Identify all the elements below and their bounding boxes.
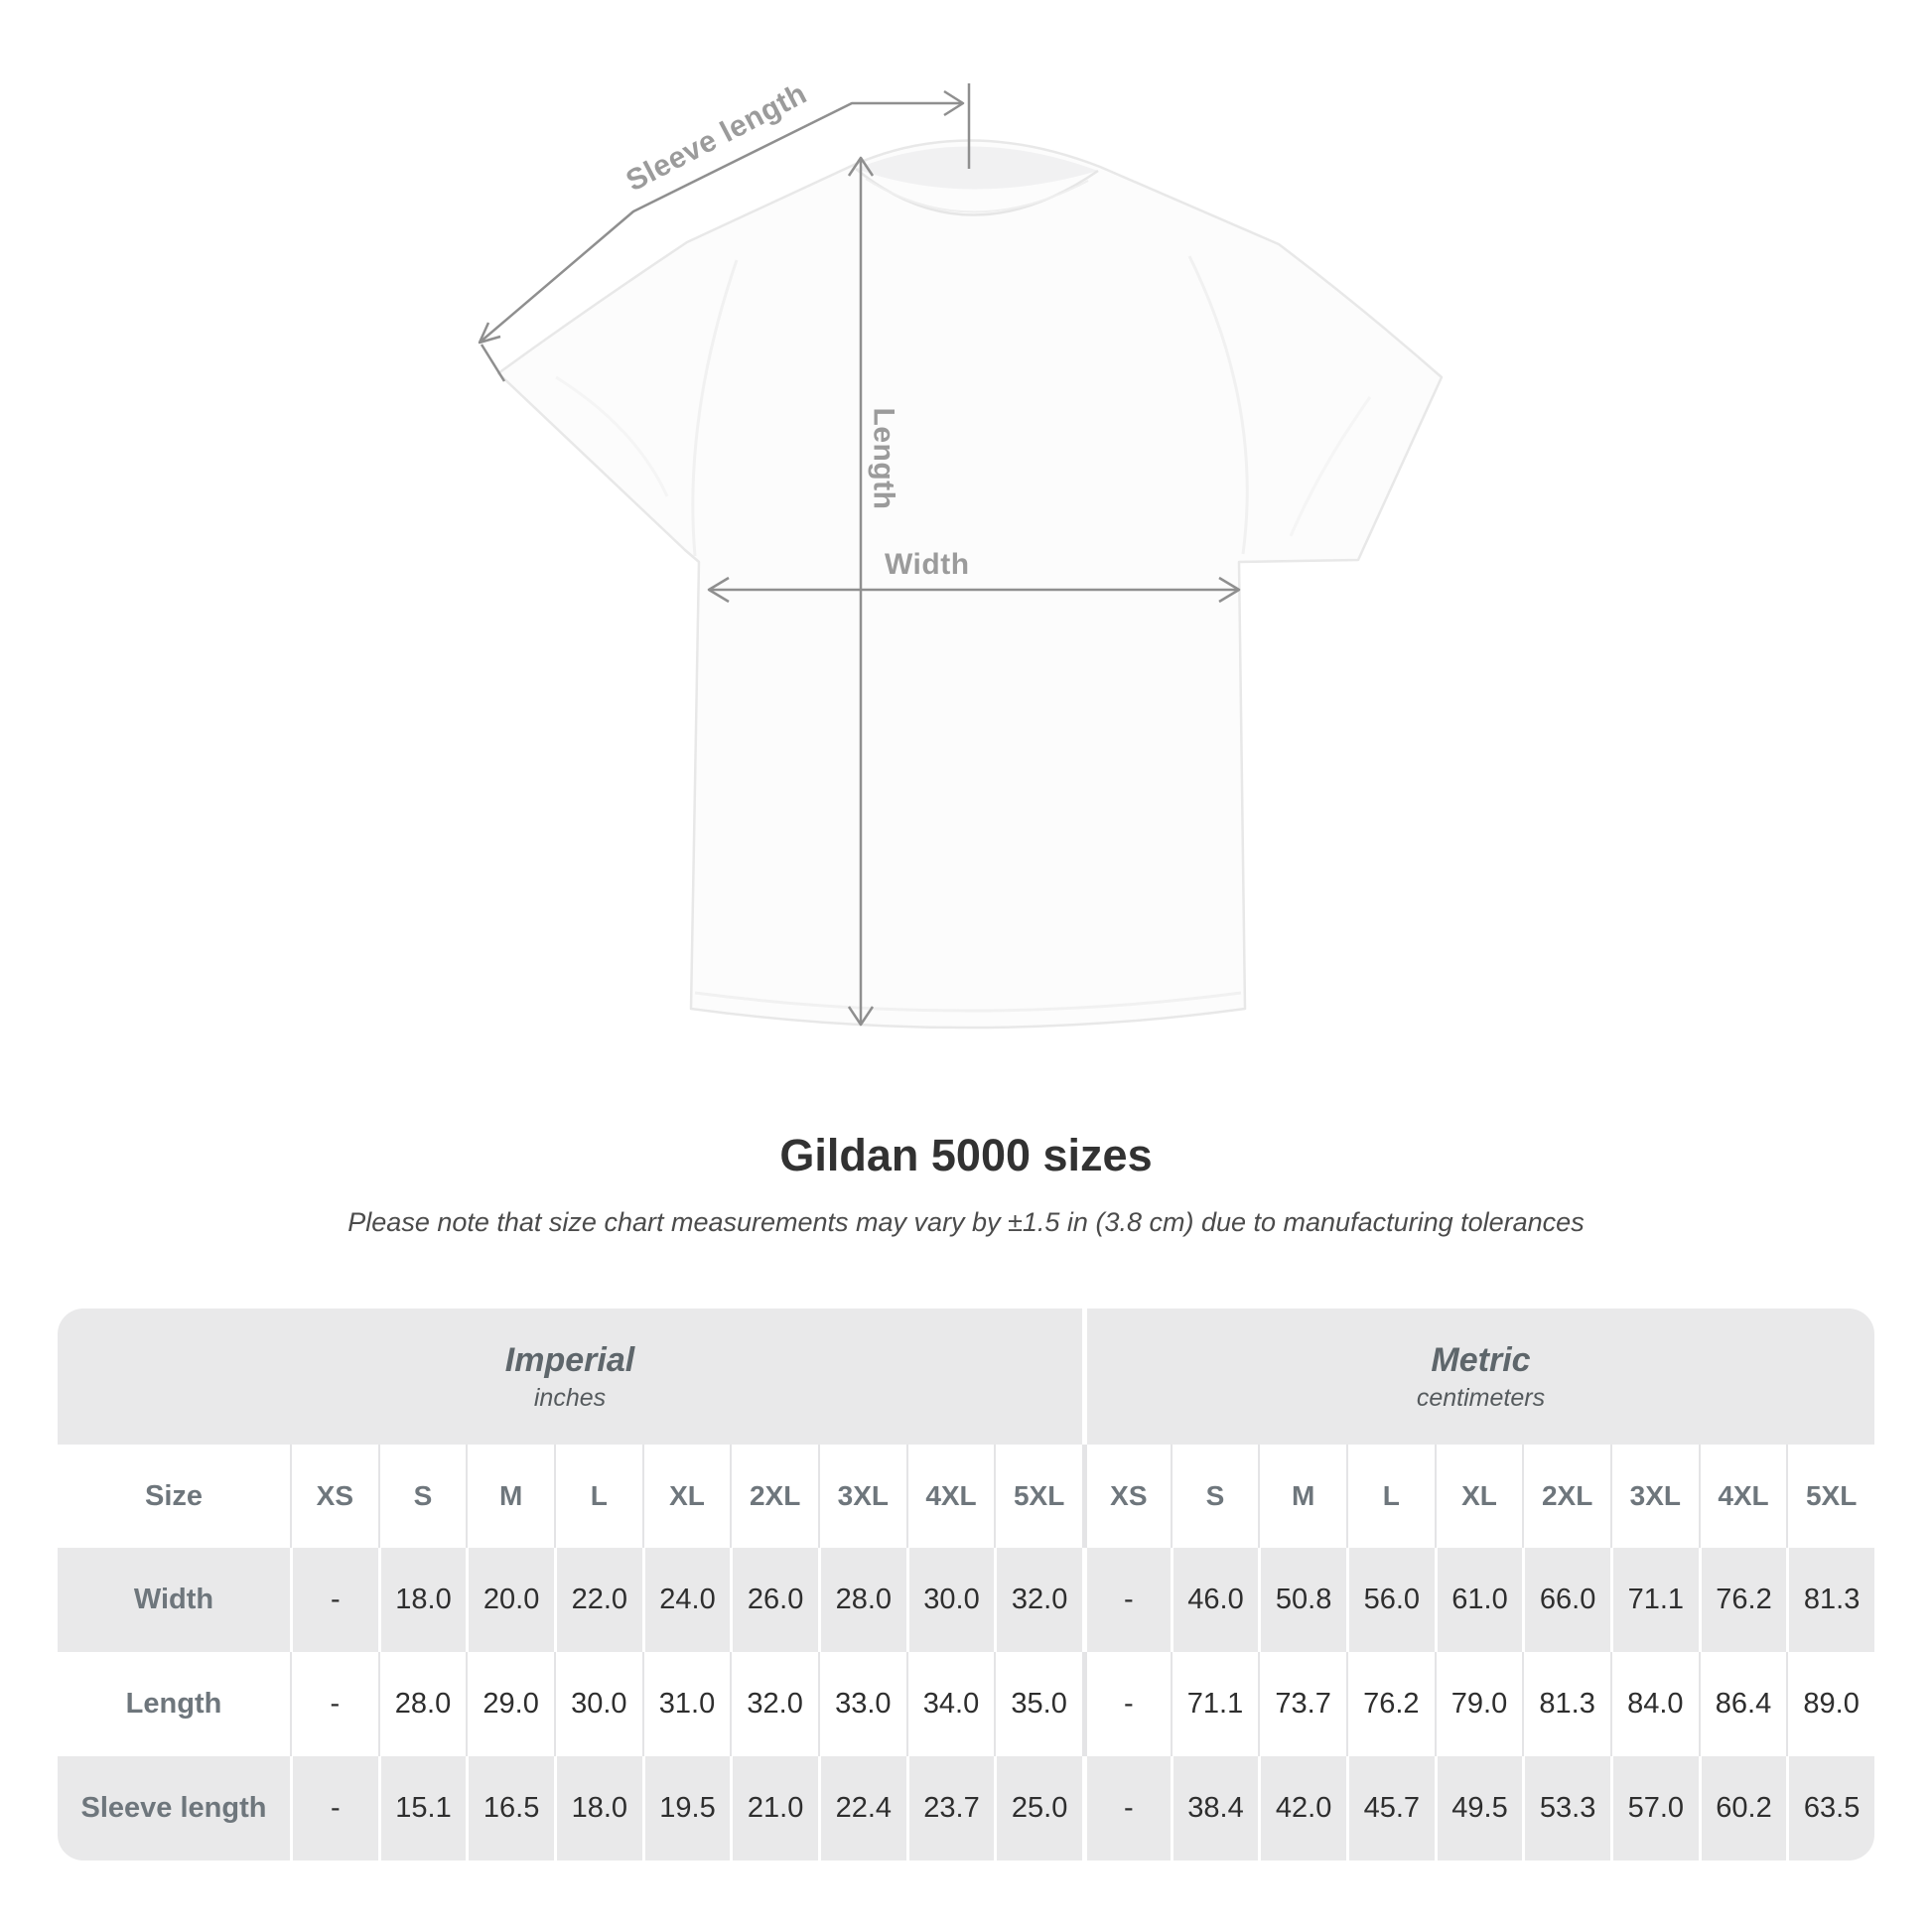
tshirt-diagram bbox=[478, 83, 1444, 1030]
measurement-lines bbox=[478, 83, 1241, 1027]
value-cell-imperial: 35.0 bbox=[994, 1652, 1082, 1756]
value-cell-imperial: - bbox=[290, 1548, 378, 1652]
value-cell-metric: 71.1 bbox=[1170, 1652, 1259, 1756]
value-cell-metric: 73.7 bbox=[1258, 1652, 1346, 1756]
row-label: Sleeve length bbox=[58, 1756, 290, 1861]
unit-group-metric: Metric centimeters bbox=[1081, 1309, 1874, 1445]
value-cell-metric: - bbox=[1081, 1548, 1171, 1652]
length-dimension-label: Length bbox=[867, 407, 900, 510]
value-cell-metric: 49.5 bbox=[1434, 1756, 1523, 1861]
unit-group-imperial: Imperial inches bbox=[58, 1309, 1082, 1445]
value-cell-metric: 60.2 bbox=[1698, 1756, 1787, 1861]
size-header-imperial: L bbox=[553, 1445, 642, 1548]
value-cell-imperial: - bbox=[290, 1756, 378, 1861]
value-cell-metric: - bbox=[1081, 1756, 1171, 1861]
value-cell-imperial: 22.0 bbox=[553, 1548, 642, 1652]
tshirt-graphic bbox=[496, 139, 1444, 1030]
value-cell-imperial: 25.0 bbox=[994, 1756, 1082, 1861]
value-cell-imperial: 34.0 bbox=[905, 1652, 995, 1756]
row-label: Width bbox=[58, 1548, 290, 1652]
size-header-imperial: S bbox=[377, 1445, 467, 1548]
value-cell-imperial: 23.7 bbox=[905, 1756, 995, 1861]
value-cell-imperial: 19.5 bbox=[641, 1756, 731, 1861]
value-cell-metric: 46.0 bbox=[1170, 1548, 1259, 1652]
size-header-imperial: 3XL bbox=[817, 1445, 906, 1548]
value-cell-metric: 57.0 bbox=[1609, 1756, 1699, 1861]
value-cell-metric: 63.5 bbox=[1786, 1756, 1874, 1861]
value-cell-imperial: 28.0 bbox=[377, 1652, 467, 1756]
value-cell-metric: 79.0 bbox=[1434, 1652, 1523, 1756]
value-cell-metric: 76.2 bbox=[1345, 1652, 1435, 1756]
size-header-imperial: XS bbox=[290, 1445, 378, 1548]
value-cell-imperial: 22.4 bbox=[817, 1756, 906, 1861]
size-header-metric: 4XL bbox=[1698, 1445, 1787, 1548]
value-cell-imperial: - bbox=[290, 1652, 378, 1756]
value-cell-metric: - bbox=[1081, 1652, 1171, 1756]
unit-group-label: Metric bbox=[1431, 1340, 1531, 1379]
value-cell-metric: 81.3 bbox=[1786, 1548, 1874, 1652]
value-cell-imperial: 15.1 bbox=[377, 1756, 467, 1861]
size-header-metric: XL bbox=[1434, 1445, 1523, 1548]
size-header-metric: M bbox=[1258, 1445, 1346, 1548]
unit-group-label: Imperial bbox=[504, 1340, 635, 1379]
value-cell-imperial: 26.0 bbox=[730, 1548, 818, 1652]
unit-group-unit: centimeters bbox=[1416, 1383, 1546, 1412]
size-table: Imperial inches Metric centimeters Size X… bbox=[58, 1309, 1874, 1861]
value-cell-imperial: 29.0 bbox=[466, 1652, 554, 1756]
value-cell-imperial: 30.0 bbox=[905, 1548, 995, 1652]
value-cell-imperial: 32.0 bbox=[994, 1548, 1082, 1652]
value-cell-metric: 53.3 bbox=[1522, 1756, 1610, 1861]
value-cell-imperial: 21.0 bbox=[730, 1756, 818, 1861]
value-cell-imperial: 33.0 bbox=[817, 1652, 906, 1756]
size-header-imperial: 4XL bbox=[905, 1445, 995, 1548]
size-column-header: Size bbox=[58, 1445, 290, 1548]
size-header-imperial: 2XL bbox=[730, 1445, 818, 1548]
page-subtitle: Please note that size chart measurements… bbox=[347, 1207, 1585, 1237]
value-cell-imperial: 24.0 bbox=[641, 1548, 731, 1652]
value-cell-imperial: 20.0 bbox=[466, 1548, 554, 1652]
value-cell-imperial: 16.5 bbox=[466, 1756, 554, 1861]
value-cell-metric: 81.3 bbox=[1522, 1652, 1610, 1756]
unit-group-unit: inches bbox=[533, 1383, 607, 1412]
row-label: Length bbox=[58, 1652, 290, 1756]
width-dimension-label: Width bbox=[885, 548, 970, 581]
value-cell-metric: 66.0 bbox=[1522, 1548, 1610, 1652]
page-title: Gildan 5000 sizes bbox=[779, 1130, 1153, 1180]
value-cell-metric: 89.0 bbox=[1786, 1652, 1874, 1756]
value-cell-imperial: 18.0 bbox=[553, 1756, 642, 1861]
value-cell-imperial: 18.0 bbox=[377, 1548, 467, 1652]
size-header-metric: L bbox=[1345, 1445, 1435, 1548]
value-cell-imperial: 28.0 bbox=[817, 1548, 906, 1652]
value-cell-metric: 84.0 bbox=[1609, 1652, 1699, 1756]
value-cell-metric: 86.4 bbox=[1698, 1652, 1787, 1756]
value-cell-imperial: 32.0 bbox=[730, 1652, 818, 1756]
value-cell-metric: 42.0 bbox=[1258, 1756, 1346, 1861]
size-header-metric: S bbox=[1170, 1445, 1259, 1548]
value-cell-metric: 38.4 bbox=[1170, 1756, 1259, 1861]
value-cell-metric: 45.7 bbox=[1345, 1756, 1435, 1861]
size-header-imperial: XL bbox=[641, 1445, 731, 1548]
size-header-metric: 2XL bbox=[1522, 1445, 1610, 1548]
value-cell-imperial: 31.0 bbox=[641, 1652, 731, 1756]
size-header-metric: 5XL bbox=[1786, 1445, 1874, 1548]
value-cell-metric: 56.0 bbox=[1345, 1548, 1435, 1652]
value-cell-metric: 50.8 bbox=[1258, 1548, 1346, 1652]
value-cell-metric: 71.1 bbox=[1609, 1548, 1699, 1652]
value-cell-metric: 61.0 bbox=[1434, 1548, 1523, 1652]
size-header-imperial: M bbox=[466, 1445, 554, 1548]
size-header-imperial: 5XL bbox=[994, 1445, 1082, 1548]
value-cell-metric: 76.2 bbox=[1698, 1548, 1787, 1652]
value-cell-imperial: 30.0 bbox=[553, 1652, 642, 1756]
size-header-metric: XS bbox=[1081, 1445, 1171, 1548]
size-header-metric: 3XL bbox=[1609, 1445, 1699, 1548]
